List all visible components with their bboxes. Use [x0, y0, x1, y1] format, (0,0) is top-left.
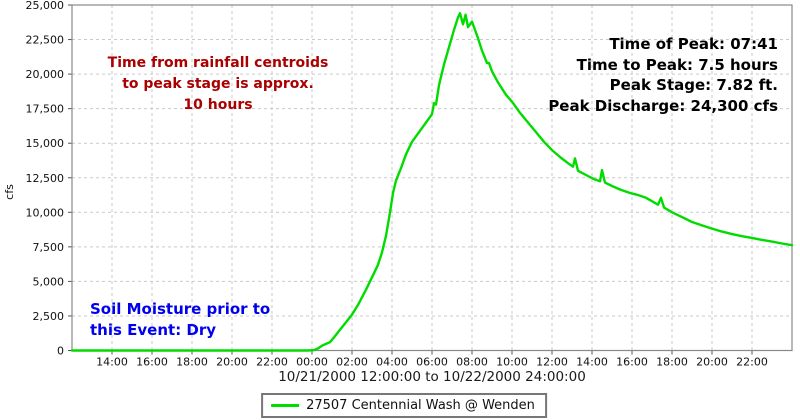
annotation-peak-stats: Time of Peak: 07:41 Time to Peak: 7.5 ho… [548, 35, 778, 115]
annotation-rainfall-centroids: Time from rainfall centroids to peak sta… [107, 55, 329, 113]
x-tick-label: 18:00 [656, 356, 688, 369]
y-tick-label: 7,500 [33, 241, 65, 254]
x-axis-title: 10/21/2000 12:00:00 to 10/22/2000 24:00:… [278, 369, 586, 385]
x-tick-label: 20:00 [216, 356, 248, 369]
legend-swatch-line-icon [271, 404, 300, 407]
y-tick-label: 22,500 [26, 34, 65, 47]
y-tick-label: 15,000 [26, 137, 65, 150]
y-axis-label: cfs [3, 184, 16, 200]
x-tick-label: 16:00 [616, 356, 648, 369]
y-tick-label: 2,500 [33, 310, 65, 323]
y-tick-label: 10,000 [26, 206, 65, 219]
x-tick-label: 14:00 [96, 356, 128, 369]
legend: 27507 Centennial Wash @ Wenden [261, 393, 547, 418]
x-tick-label: 16:00 [136, 356, 168, 369]
y-tick-label: 0 [57, 345, 64, 358]
x-tick-label: 00:00 [296, 356, 328, 369]
chart-svg: 0 2,500 5,000 7,500 10,000 12,500 15,000 17,500… [3, 0, 794, 369]
x-tick-label: 10:00 [496, 356, 528, 369]
y-tick-label: 5,000 [33, 275, 65, 288]
y-tick-label: 25,000 [26, 0, 65, 12]
x-tick-label: 08:00 [456, 356, 488, 369]
x-tick-label: 14:00 [576, 356, 608, 369]
legend-series-label: 27507 Centennial Wash @ Wenden [306, 398, 535, 413]
x-tick-label: 02:00 [336, 356, 368, 369]
hydrograph-line [70, 12, 794, 352]
x-tick-label: 04:00 [376, 356, 408, 369]
x-tick-label: 18:00 [176, 356, 208, 369]
x-tick-label: 12:00 [536, 356, 568, 369]
plot-border [71, 4, 793, 352]
x-tick-label: 22:00 [736, 356, 768, 369]
y-tick-label: 20,000 [26, 68, 65, 81]
x-tick-label: 06:00 [416, 356, 448, 369]
y-tick-label: 12,500 [26, 172, 65, 185]
x-tick-label: 22:00 [256, 356, 288, 369]
y-tick-label: 17,500 [26, 103, 65, 116]
x-tick-label: 20:00 [696, 356, 728, 369]
annotation-soil-moisture: Soil Moisture prior to this Event: Dry [90, 300, 271, 339]
